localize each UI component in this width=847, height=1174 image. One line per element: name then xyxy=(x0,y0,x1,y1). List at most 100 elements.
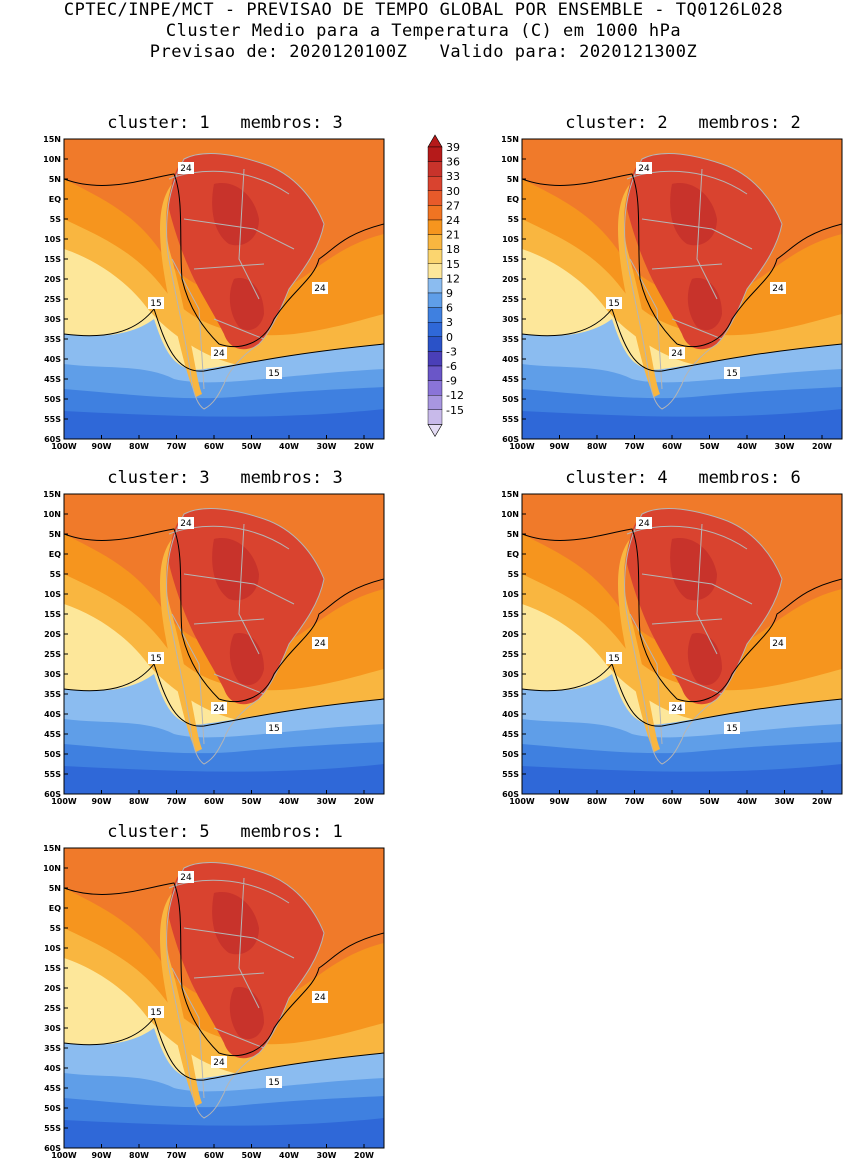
lon-tick-label: 60W xyxy=(204,442,224,451)
contour-label: 15 xyxy=(608,299,619,309)
contour-15 xyxy=(522,662,842,727)
contour-label: 15 xyxy=(150,1008,161,1018)
colorbar-segment xyxy=(427,409,443,425)
lon-tick-label: 80W xyxy=(129,1151,149,1160)
lat-tick-label: 15N xyxy=(43,490,61,499)
map-frame xyxy=(521,493,843,795)
colorbar-label: 15 xyxy=(446,258,460,271)
contour-label-box xyxy=(266,722,282,734)
lat-tick-label: 20S xyxy=(44,275,61,284)
lat-tick-label: 10S xyxy=(44,235,61,244)
contour-label-box xyxy=(669,347,685,359)
lat-tick-label: 35S xyxy=(44,1044,61,1053)
contour-label-box xyxy=(266,367,282,379)
contour-label: 24 xyxy=(671,349,683,359)
contour-label-box xyxy=(312,991,328,1003)
contour-label-box xyxy=(266,1076,282,1088)
lon-tick-label: 100W xyxy=(51,797,77,806)
colorbar-top-arrow xyxy=(427,134,443,148)
lat-tick-label: 5N xyxy=(49,530,61,539)
contour-label-box xyxy=(148,652,164,664)
lon-tick-label: 80W xyxy=(587,442,607,451)
lon-tick-label: 70W xyxy=(167,1151,187,1160)
coastline xyxy=(166,862,325,1119)
lat-tick-label: 5N xyxy=(507,530,519,539)
lat-tick-label: 35S xyxy=(44,690,61,699)
lat-tick-label: 10N xyxy=(501,155,519,164)
lat-tick-label: 40S xyxy=(502,355,519,364)
lat-tick-label: 55S xyxy=(44,1124,61,1133)
lon-tick-label: 20W xyxy=(354,442,374,451)
lat-tick-label: 60S xyxy=(502,790,519,799)
map-panel-4: 24 24 15 24 15 15N 10N 5N EQ 5S 10S 15S 20S 25S 30S 35S… xyxy=(488,490,843,806)
lon-tick-label: 30W xyxy=(775,797,795,806)
lon-tick-label: 30W xyxy=(317,1151,337,1160)
contour-label: 24 xyxy=(314,993,326,1003)
lat-tick-label: 25S xyxy=(502,295,519,304)
lat-tick-label: EQ xyxy=(49,904,61,913)
lat-tick-label: 10N xyxy=(501,510,519,519)
lon-tick-label: 40W xyxy=(737,797,757,806)
colorbar-label: 6 xyxy=(446,302,453,315)
country-borders xyxy=(626,523,753,745)
contour-label-box xyxy=(724,722,740,734)
lat-tick-label: 50S xyxy=(502,750,519,759)
contour-label: 24 xyxy=(180,519,192,529)
lon-tick-label: 40W xyxy=(279,1151,299,1160)
contour-label-box xyxy=(178,517,194,529)
lon-tick-label: 80W xyxy=(129,797,149,806)
contour-label: 15 xyxy=(726,724,737,734)
contour-label-box xyxy=(724,367,740,379)
colorbar-segment xyxy=(427,351,443,367)
lon-tick-label: 90W xyxy=(92,797,112,806)
lon-tick-label: 20W xyxy=(354,797,374,806)
lat-tick-label: 40S xyxy=(44,355,61,364)
andes-strip xyxy=(160,893,202,1106)
lon-tick-label: 70W xyxy=(625,797,645,806)
lon-tick-label: 60W xyxy=(662,442,682,451)
contour-label: 15 xyxy=(608,654,619,664)
map-frame xyxy=(521,138,843,440)
contour-24 xyxy=(64,528,384,703)
lat-tick-label: 20S xyxy=(502,630,519,639)
country-borders xyxy=(168,523,295,745)
lon-tick-label: 30W xyxy=(775,442,795,451)
lon-tick-label: 90W xyxy=(92,442,112,451)
coastline xyxy=(166,508,325,765)
contour-label-box xyxy=(770,637,786,649)
lat-tick-label: 45S xyxy=(502,730,519,739)
contour-label-box xyxy=(211,347,227,359)
colorbar-segment xyxy=(427,219,443,235)
andes-strip xyxy=(618,539,660,752)
lat-tick-label: 30S xyxy=(44,670,61,679)
continent-hot-zone xyxy=(169,508,324,705)
contour-24 xyxy=(522,173,842,348)
colorbar-label: 24 xyxy=(446,214,460,227)
continent-hot-zone xyxy=(169,862,324,1059)
lon-tick-label: 20W xyxy=(812,797,832,806)
header-line-1: CPTEC/INPE/MCT - PREVISAO DE TEMPO GLOBA… xyxy=(63,0,784,20)
contour-label: 15 xyxy=(268,724,279,734)
lat-tick-label: 45S xyxy=(502,375,519,384)
lat-tick-label: EQ xyxy=(507,550,519,559)
lon-tick-label: 100W xyxy=(51,1151,77,1160)
lat-tick-label: 5S xyxy=(50,215,62,224)
contour-label-box xyxy=(312,282,328,294)
lon-tick-label: 30W xyxy=(317,442,337,451)
lat-tick-label: 15N xyxy=(501,490,519,499)
map-panel-1: 24 24 15 24 15 15N 10N 5N EQ 5S 10S 15S 20S 25S 30S 35S… xyxy=(30,135,385,451)
colorbar-label: -15 xyxy=(446,404,464,417)
lat-tick-label: 5S xyxy=(50,570,62,579)
lat-tick-label: 10N xyxy=(43,155,61,164)
lat-tick-label: 5N xyxy=(49,175,61,184)
lon-tick-label: 70W xyxy=(167,797,187,806)
lon-tick-label: 70W xyxy=(625,442,645,451)
colorbar-segment xyxy=(427,336,443,352)
map-svg: 24 24 15 24 15 15N 10N 5N EQ 5S 10S 15S 20S 25S 30S 35S… xyxy=(501,135,843,451)
lat-tick-label: 5S xyxy=(50,924,62,933)
map-svg: 24 24 15 24 15 15N 10N 5N EQ 5S 10S 15S 20S 25S 30S 35S… xyxy=(43,135,385,451)
lat-tick-label: 30S xyxy=(44,1024,61,1033)
colorbar-label: -12 xyxy=(446,389,464,402)
colorbar-bottom-arrow xyxy=(427,424,443,437)
continent-hot-zone xyxy=(627,508,782,705)
